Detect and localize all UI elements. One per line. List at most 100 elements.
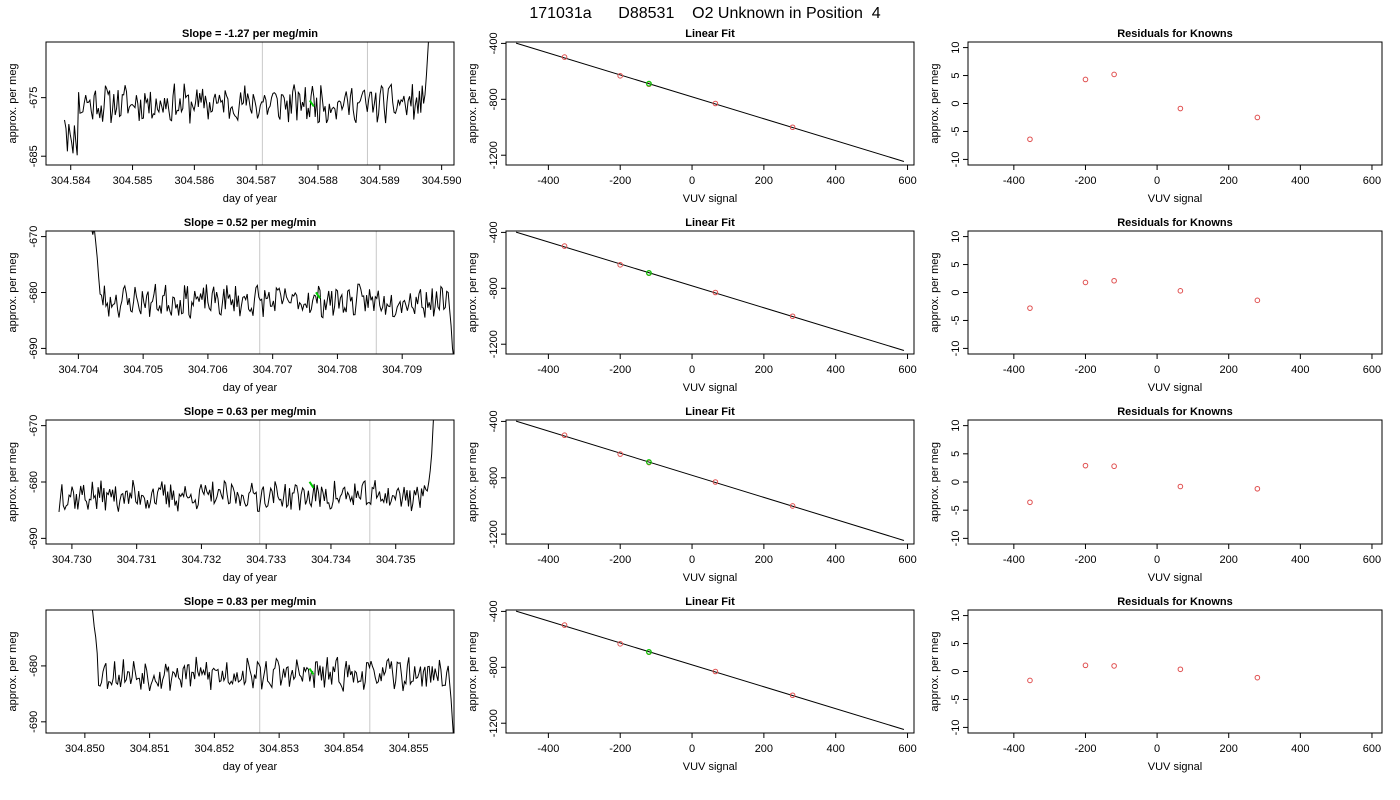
x-tick-label: -400: [1003, 554, 1025, 566]
x-tick-label: 0: [1154, 175, 1160, 187]
x-tick-label: 304.586: [174, 175, 214, 187]
data-point: [1027, 499, 1033, 506]
x-tick-label: 0: [689, 554, 695, 566]
y-tick-label: 5: [950, 261, 962, 267]
fit-line: [515, 610, 905, 730]
plot-area: [58, 420, 434, 512]
data-point: [789, 692, 796, 699]
plot-area: [515, 42, 905, 162]
y-tick-label: -10: [950, 340, 962, 356]
y-tick-label: 10: [950, 230, 962, 242]
panels-grid: Slope = -1.27 per meg/min 304.584 304.585 3…: [7, 28, 1383, 773]
x-tick-label: 400: [1291, 743, 1309, 755]
x-tick-label: 304.584: [51, 175, 91, 187]
x-tick-label: 304.732: [182, 554, 222, 566]
y-tick-label: -5: [950, 505, 962, 515]
x-tick-label: -400: [1003, 364, 1025, 376]
x-tick-label: -400: [1003, 743, 1025, 755]
x-tick-label: 600: [898, 175, 916, 187]
panel-4-2: Linear Fit -400 -200 0 200 400 600 -400 -800 -120…: [467, 596, 917, 773]
y-axis-label: approx. per meg: [929, 442, 941, 522]
x-tick-label: -200: [609, 364, 631, 376]
y-tick-label: -10: [950, 151, 962, 167]
x-tick-label: 304.706: [188, 364, 228, 376]
x-tick-label: 304.850: [65, 743, 105, 755]
green-marker: [308, 667, 315, 676]
plot-frame: [45, 609, 455, 734]
panel-title: Linear Fit: [685, 406, 735, 418]
x-tick-label: 600: [1363, 364, 1381, 376]
panel-4-1: Slope = 0.83 per meg/min 304.850 304.851 30…: [7, 596, 455, 773]
x-axis-label: VUV signal: [1148, 572, 1202, 584]
green-marker: [308, 481, 315, 489]
x-tick-label: 400: [827, 364, 845, 376]
y-tick-label: -800: [488, 277, 500, 299]
plot-frame: [45, 41, 455, 166]
y-tick-label: -1200: [488, 520, 500, 548]
x-tick-label: -400: [1003, 175, 1025, 187]
x-tick-label: 0: [689, 743, 695, 755]
plot-area: [1027, 662, 1261, 684]
data-point: [712, 100, 719, 107]
y-tick-label: -400: [488, 600, 500, 622]
data-point: [712, 479, 719, 485]
y-tick-label: -5: [950, 127, 962, 137]
x-tick-label: 304.731: [117, 554, 157, 566]
plot-area: [91, 610, 454, 733]
x-tick-label: 400: [1291, 364, 1309, 376]
y-tick-label: -690: [28, 337, 40, 359]
x-tick-label: -200: [1074, 554, 1096, 566]
x-tick-label: 304.735: [376, 554, 416, 566]
x-tick-label: 400: [827, 554, 845, 566]
y-tick-label: -680: [28, 655, 40, 677]
y-tick-label: 10: [950, 609, 962, 621]
green-marker: [646, 270, 652, 276]
x-axis-label: VUV signal: [1148, 382, 1202, 394]
x-tick-label: 0: [689, 364, 695, 376]
x-tick-label: 600: [898, 554, 916, 566]
y-tick-label: -680: [28, 281, 40, 303]
y-tick-label: 0: [950, 668, 962, 674]
data-point: [789, 313, 796, 320]
y-tick-label: -5: [950, 316, 962, 326]
x-axis-label: VUV signal: [683, 572, 737, 584]
x-tick-label: -200: [1074, 364, 1096, 376]
x-tick-label: 304.704: [58, 364, 98, 376]
plot-frame: [45, 230, 455, 355]
x-tick-label: 304.588: [298, 175, 338, 187]
fit-line: [515, 42, 905, 162]
panel-title: Linear Fit: [685, 596, 735, 608]
plot-area: [515, 231, 905, 351]
plot-frame: [967, 230, 1383, 355]
y-tick-label: -670: [28, 226, 40, 248]
plot-frame: [505, 41, 915, 166]
plot-area: [515, 610, 905, 730]
green-marker: [646, 459, 652, 465]
y-tick-label: -10: [950, 530, 962, 546]
fit-line: [515, 231, 905, 351]
green-marker: [308, 99, 315, 108]
y-tick-label: 5: [950, 640, 962, 646]
x-tick-label: 200: [1220, 175, 1238, 187]
plot-frame: [505, 230, 915, 355]
data-point: [1111, 663, 1117, 669]
x-tick-label: 304.852: [194, 743, 234, 755]
data-point: [1177, 288, 1184, 294]
panel-title: Slope = 0.52 per meg/min: [184, 217, 317, 229]
x-tick-label: 200: [755, 743, 773, 755]
panel-1-1: Slope = -1.27 per meg/min 304.584 304.585 3…: [7, 28, 462, 205]
plot-area: [64, 42, 429, 156]
y-axis-label: approx. per meg: [467, 63, 479, 143]
data-point: [1027, 677, 1033, 684]
x-tick-label: 0: [1154, 743, 1160, 755]
panel-title: Residuals for Knowns: [1117, 28, 1233, 40]
data-point: [789, 503, 796, 509]
x-tick-label: 200: [1220, 554, 1238, 566]
plot-area: [1027, 462, 1261, 506]
green-marker: [315, 291, 321, 299]
data-point: [1254, 297, 1261, 304]
data-point: [1177, 666, 1184, 673]
data-point: [617, 641, 624, 647]
fit-line: [515, 420, 905, 541]
y-tick-label: 5: [950, 72, 962, 78]
